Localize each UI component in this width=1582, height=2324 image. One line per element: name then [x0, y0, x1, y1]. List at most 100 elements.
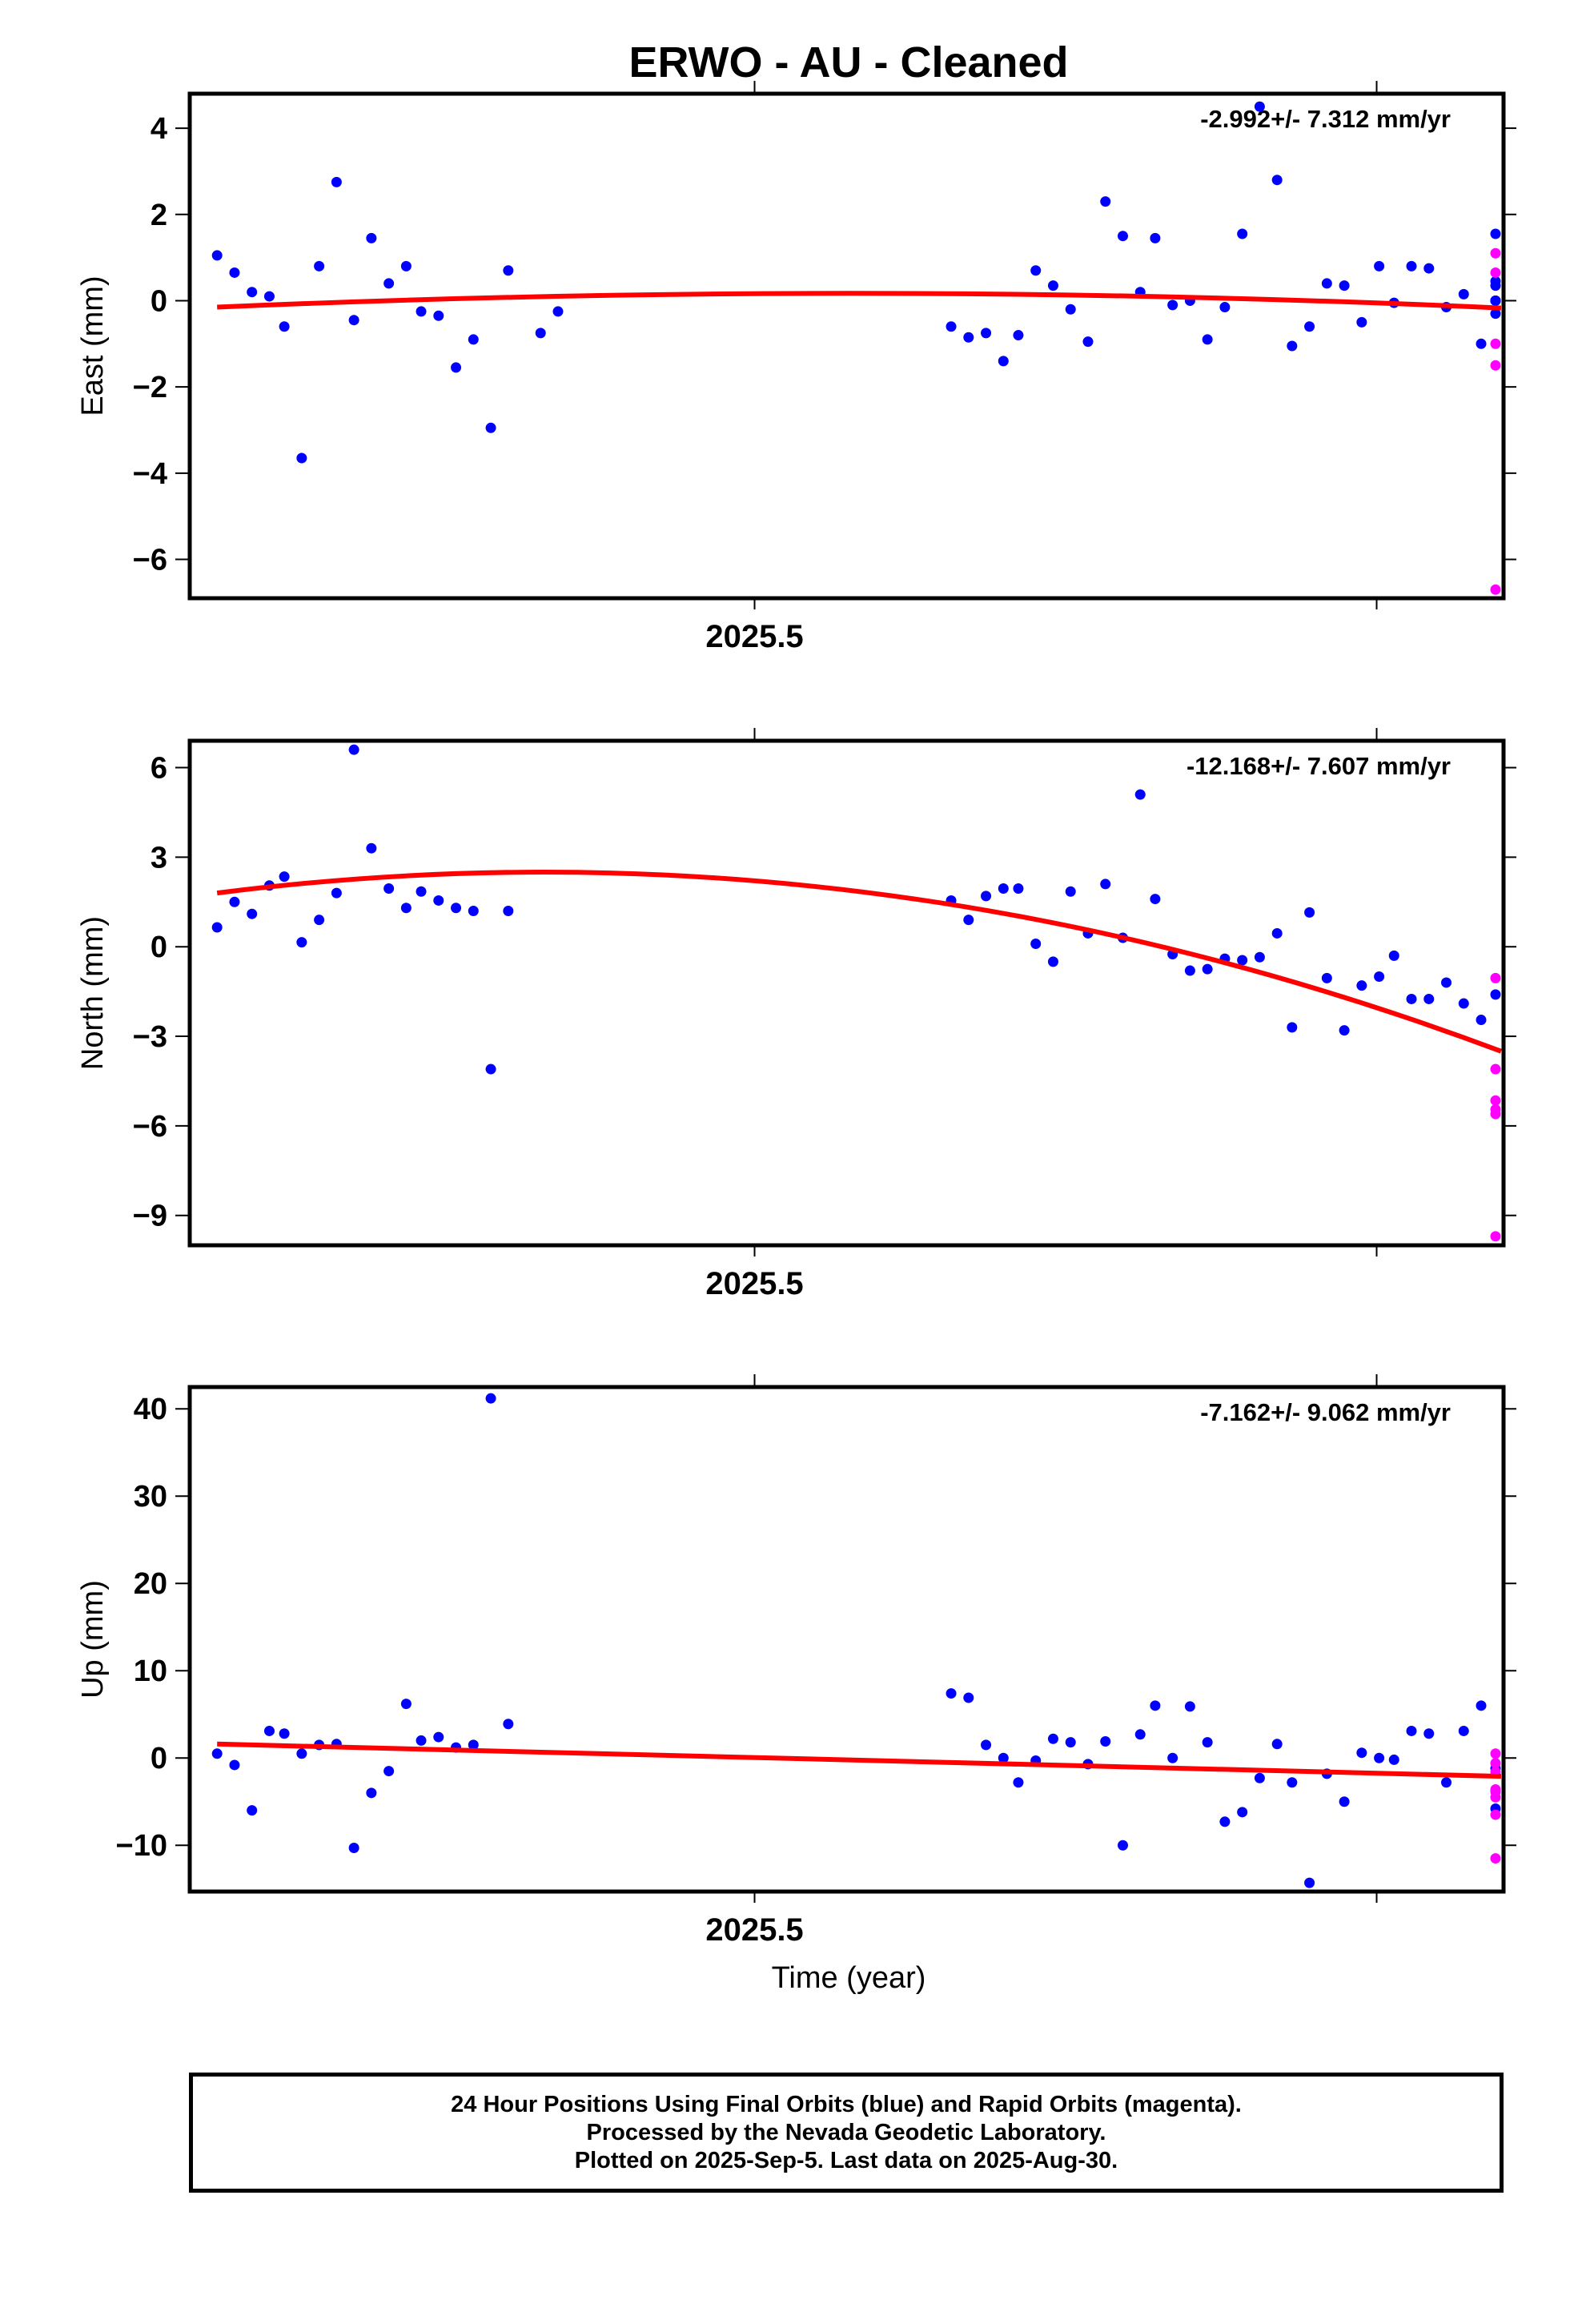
up-ytick-label: 40: [134, 1393, 167, 1426]
east-point: [1082, 336, 1094, 348]
up-point: [211, 1748, 223, 1759]
east-point: [1237, 228, 1248, 239]
north-point: [503, 905, 514, 916]
north-point: [1374, 971, 1385, 982]
up-point: [946, 1688, 957, 1699]
east-point: [503, 265, 514, 276]
up-point: [1271, 1739, 1283, 1750]
footer-line-3: Plotted on 2025-Sep-5. Last data on 2025…: [574, 2147, 1118, 2173]
north-point: [468, 905, 479, 916]
up-frame: [187, 1385, 1506, 1894]
up-point: [433, 1731, 444, 1743]
east-point: [1013, 330, 1024, 341]
up-point: [485, 1393, 496, 1404]
up-point: [229, 1759, 240, 1771]
up-point: [1065, 1737, 1076, 1748]
up-point: [1047, 1733, 1058, 1744]
up-ytick-label: 0: [151, 1742, 167, 1775]
north-ytick-label: 6: [151, 752, 167, 786]
east-point: [383, 278, 395, 289]
north-frame: [187, 738, 1506, 1248]
north-point: [981, 891, 992, 902]
north-point: [1030, 938, 1042, 949]
east-ytick-label: 2: [151, 199, 167, 232]
up-point: [1406, 1725, 1417, 1736]
east-point: [1490, 308, 1501, 320]
north-ytick-label: −6: [133, 1110, 167, 1144]
east-point: [1271, 175, 1283, 186]
north-point: [416, 886, 427, 897]
north-point: [1490, 1104, 1501, 1115]
east-point: [211, 250, 223, 261]
up-point: [1167, 1752, 1178, 1763]
up-point: [1490, 1787, 1501, 1798]
east-point: [416, 306, 427, 317]
north-y-axis-label: North (mm): [76, 916, 110, 1070]
north-point: [247, 908, 258, 919]
east-ytick-label: 4: [151, 112, 167, 146]
east-point: [400, 260, 412, 271]
north-panel: 6 3 0 −3 −6 −9 2025.5 North (mm) -12.168+/- 7.60…: [76, 728, 1516, 1301]
up-ytick-label: −10: [116, 1829, 167, 1863]
up-point: [1117, 1839, 1128, 1851]
north-point: [1065, 886, 1076, 897]
north-point: [998, 883, 1009, 895]
east-point: [1356, 316, 1367, 328]
chart-title: ERWO - AU - Cleaned: [628, 38, 1068, 86]
up-point: [1184, 1701, 1195, 1712]
north-point: [366, 842, 377, 854]
up-point: [416, 1735, 427, 1746]
north-point: [1237, 955, 1248, 966]
north-point: [1047, 956, 1058, 967]
east-point: [981, 328, 992, 339]
north-point: [1150, 894, 1161, 905]
east-point: [1117, 231, 1128, 242]
north-point: [1254, 951, 1265, 963]
x-axis-label: Time (year): [772, 1961, 926, 1995]
up-point: [1458, 1725, 1469, 1736]
up-point: [503, 1719, 514, 1730]
north-point: [1423, 993, 1435, 1004]
up-point: [1304, 1877, 1315, 1888]
north-point: [314, 915, 325, 926]
east-point: [1030, 265, 1042, 276]
east-point: [1304, 321, 1315, 332]
up-point: [1374, 1752, 1385, 1763]
east-point: [1490, 584, 1501, 595]
east-ytick-label: −6: [133, 544, 167, 577]
north-ytick-label: 3: [151, 841, 167, 875]
east-point: [963, 332, 974, 343]
north-point: [348, 744, 359, 755]
east-fit-line: [217, 291, 1502, 311]
up-ytick-label: 30: [134, 1480, 167, 1514]
east-ytick-label: 0: [151, 284, 167, 318]
east-point: [229, 267, 240, 278]
east-point: [296, 452, 307, 464]
east-point: [1167, 300, 1178, 311]
east-point: [433, 310, 444, 321]
east-point: [1100, 196, 1111, 207]
up-point: [1100, 1736, 1111, 1747]
north-xtick-label: 2025.5: [705, 1266, 803, 1301]
north-point: [451, 903, 462, 914]
north-ytick-label: 0: [151, 931, 167, 964]
north-point: [400, 903, 412, 914]
east-point: [1490, 267, 1501, 278]
up-point: [1490, 1853, 1501, 1864]
up-point: [468, 1739, 479, 1751]
north-point: [1321, 972, 1332, 983]
north-point: [1304, 907, 1315, 918]
up-xtick-label: 2025.5: [705, 1912, 803, 1948]
north-point: [1134, 789, 1146, 800]
up-point: [998, 1752, 1009, 1763]
up-point: [296, 1748, 307, 1759]
east-point: [1150, 232, 1161, 243]
north-point: [1490, 972, 1501, 983]
north-ytick-label: −3: [133, 1020, 167, 1054]
north-point: [1202, 963, 1213, 975]
north-point: [963, 915, 974, 926]
east-ytick-label: −2: [133, 371, 167, 404]
east-rate-label: -2.992+/- 7.312 mm/yr: [1200, 105, 1451, 133]
east-point: [1202, 334, 1213, 345]
